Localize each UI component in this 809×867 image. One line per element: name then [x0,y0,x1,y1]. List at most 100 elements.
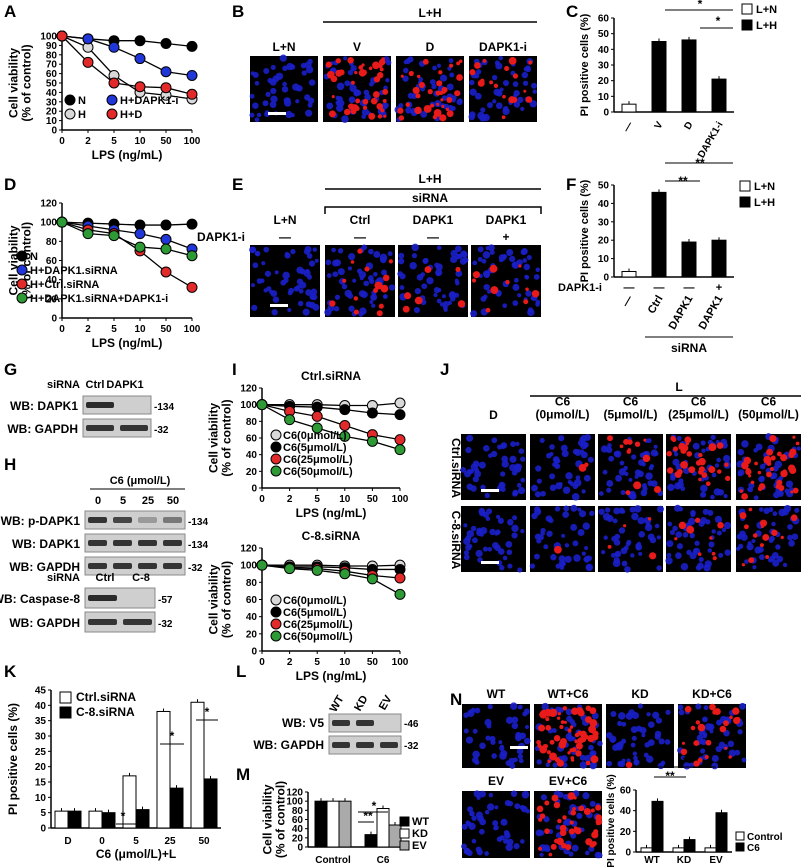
pi-stain [441,104,445,108]
pi-stain [623,438,630,445]
nucleus [463,847,471,855]
bar-C6 [651,800,664,853]
nucleus [788,540,795,547]
nucleus [558,435,565,442]
nucleus [517,753,524,760]
band [88,517,107,523]
category-label: DAPK1 [667,294,696,332]
pi-stain [436,102,440,106]
data-point [108,230,120,242]
blot-row-label: WB: Caspase-8 [0,592,80,606]
series-line-H+DAPK1.siRNA [61,221,193,250]
pi-stain [414,106,422,115]
nucleus [535,267,541,273]
column-label: KD+C6 [692,687,732,701]
legend-label: H+DAPK1-i [120,95,178,107]
nucleus [700,484,708,493]
column-label: C6 [555,395,571,409]
pi-stain [583,807,591,816]
nucleus [370,293,378,301]
nucleus [562,794,569,800]
nucleus [655,717,663,724]
bar-L+H [681,241,697,278]
nucleus [666,552,672,558]
legend-marker [16,278,28,290]
y-axis-label: (% of control) [220,561,234,638]
legend-label: L+H [756,20,777,32]
panel-label-C: C [566,2,578,21]
bar-L+N [621,103,637,113]
pi-stain [436,80,443,87]
nucleus [567,479,572,485]
nucleus [546,452,552,459]
nucleus [279,54,287,62]
data-point [160,219,172,231]
nucleus [475,846,482,853]
pi-stain [556,837,564,846]
nucleus [778,508,786,517]
nucleus [583,442,589,448]
nucleus [507,800,514,807]
nucleus [525,66,532,73]
x-tick-label: 5 [111,324,117,335]
nucleus [522,258,528,263]
nucleus [307,102,313,108]
y-tick-label: 10 [598,254,610,265]
nucleus [533,274,540,280]
nucleus [466,483,473,490]
nucleus [439,302,445,307]
blot-row-label: WB: GAPDH [9,616,80,630]
nucleus [638,551,643,556]
nucleus [474,707,481,714]
nucleus [471,815,477,821]
pi-stain [368,112,376,120]
nucleus [472,728,478,734]
band [88,595,117,601]
pi-stain [625,490,631,496]
pi-stain [760,525,764,529]
nucleus [646,755,654,763]
pi-stain [741,461,749,470]
pi-stain [326,70,335,79]
column-label-group: D [489,408,498,422]
nucleus [472,537,478,544]
data-point [366,435,378,447]
y-axis-label-group: PI positive cells (%) [6,703,20,815]
nucleus [353,89,360,97]
nucleus [714,515,723,524]
nucleus [557,791,564,798]
pi-stain [748,507,753,512]
nucleus [545,847,551,853]
nucleus [509,702,518,710]
nucleus [594,851,602,859]
nucleus [534,533,542,540]
nucleus [564,543,570,548]
nucleus [711,762,719,770]
pi-stain [607,435,613,442]
pi-stain [408,70,414,77]
y-axis-label: Cell viability [207,403,221,473]
nucleus [619,460,625,466]
pi-stain [378,58,386,66]
nucleus [296,278,304,285]
x-tick-label: 50 [160,136,172,147]
y-tick-label: 40 [46,275,58,286]
nucleus [586,564,592,570]
pi-stain [414,296,423,305]
category-label: C6 [377,855,390,866]
nucleus [443,307,448,312]
nucleus [582,522,590,530]
blot-row-label: WB: V5 [282,716,324,730]
scale-bar [270,304,288,307]
data-point [82,56,94,68]
nucleus [398,103,404,109]
pi-stain [456,61,461,66]
blot-GAPDH2 [84,611,156,633]
pi-stain [353,296,359,301]
nucleus [275,72,284,80]
pi-stain [362,105,368,110]
pi-stain [770,455,776,461]
nucleus [701,448,706,453]
pi-stain [741,563,746,567]
legend-label: C6(5μmol/L) [283,442,347,454]
